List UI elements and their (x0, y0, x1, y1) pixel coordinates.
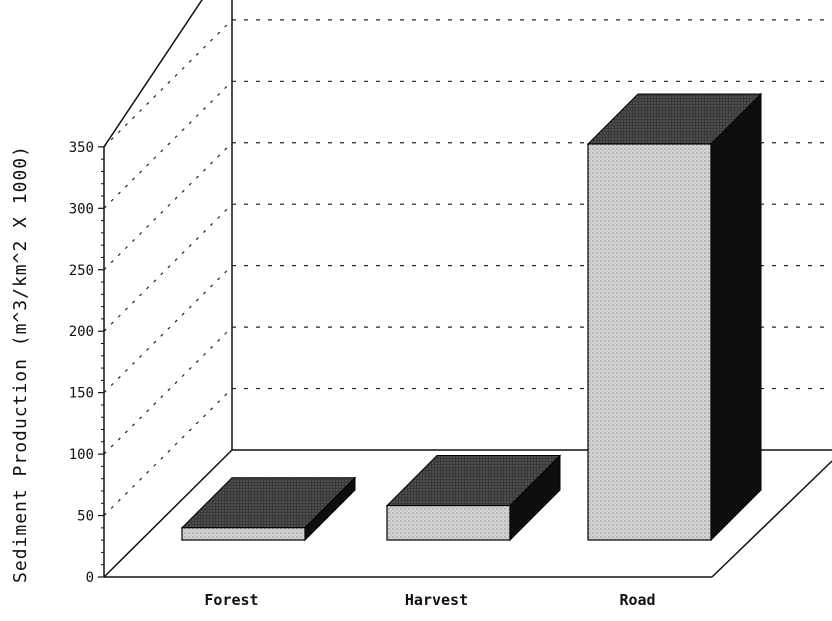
bar-front-face (181, 527, 306, 541)
x-category-label: Road (619, 591, 655, 609)
y-tick-label: 300 (69, 201, 94, 217)
side-wall-top-edge (103, 0, 203, 148)
y-tick-label: 0 (86, 570, 94, 586)
y-axis-title: Sediment Production (m^3/km^2 X 1000) (10, 145, 31, 583)
x-category-label: Harvest (405, 591, 468, 609)
floor-left-edge (103, 449, 233, 578)
side-gridline (103, 19, 233, 148)
x-category-label: Forest (204, 591, 258, 609)
x-axis-labels: Forest Harvest Road (204, 591, 655, 609)
floor-right-edge (711, 460, 832, 578)
y-tick-label: 250 (69, 263, 94, 279)
y-tick-label: 100 (69, 447, 94, 463)
y-axis: 0 50 100 150 200 250 300 350 (69, 140, 105, 586)
side-gridline (103, 326, 233, 455)
bar-side-face (710, 92, 762, 542)
bar-harvest (385, 454, 562, 542)
y-tick-label: 350 (69, 140, 94, 156)
bar-forest (180, 476, 357, 542)
side-gridline (103, 265, 233, 394)
bar-front-face (386, 504, 511, 541)
bars (180, 92, 763, 542)
side-gridline (103, 80, 233, 209)
y-tick-label: 200 (69, 324, 94, 340)
side-gridline (103, 142, 233, 271)
bar-front-face (587, 143, 712, 541)
gridlines (103, 19, 832, 516)
bar-road (586, 92, 763, 542)
side-gridline (103, 203, 233, 332)
side-gridline (103, 388, 233, 516)
bar-top-face (180, 477, 357, 529)
y-tick-label: 150 (69, 386, 94, 402)
y-tick-label: 50 (77, 509, 94, 525)
